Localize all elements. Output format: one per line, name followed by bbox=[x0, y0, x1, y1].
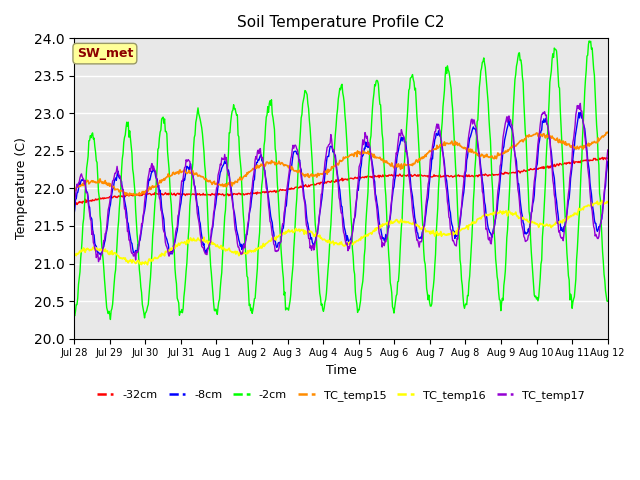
Text: SW_met: SW_met bbox=[77, 47, 133, 60]
X-axis label: Time: Time bbox=[326, 364, 356, 377]
Title: Soil Temperature Profile C2: Soil Temperature Profile C2 bbox=[237, 15, 445, 30]
Y-axis label: Temperature (C): Temperature (C) bbox=[15, 137, 28, 240]
Legend: -32cm, -8cm, -2cm, TC_temp15, TC_temp16, TC_temp17: -32cm, -8cm, -2cm, TC_temp15, TC_temp16,… bbox=[92, 385, 589, 405]
